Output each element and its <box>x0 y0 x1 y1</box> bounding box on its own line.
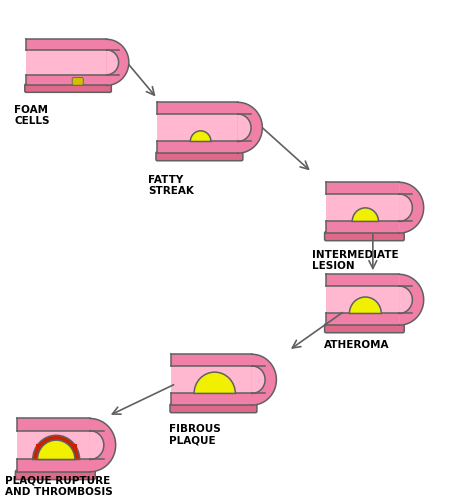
Text: ATHEROMA: ATHEROMA <box>324 339 389 349</box>
Wedge shape <box>352 208 378 222</box>
Wedge shape <box>238 115 251 142</box>
Bar <box>17 459 90 472</box>
Wedge shape <box>33 435 80 459</box>
Text: FIBROUS
PLAQUE: FIBROUS PLAQUE <box>169 423 221 445</box>
Wedge shape <box>90 431 104 459</box>
Bar <box>36 443 77 459</box>
Wedge shape <box>399 287 412 314</box>
Bar <box>17 419 90 431</box>
FancyBboxPatch shape <box>25 85 111 93</box>
Bar <box>172 394 252 405</box>
Bar <box>157 103 238 115</box>
Wedge shape <box>399 194 412 222</box>
Bar <box>157 142 238 154</box>
FancyBboxPatch shape <box>325 324 404 333</box>
Bar <box>17 431 90 459</box>
Wedge shape <box>399 183 424 233</box>
Bar <box>26 40 107 51</box>
Text: FATTY
STREAK: FATTY STREAK <box>148 174 194 196</box>
Wedge shape <box>399 275 424 326</box>
Wedge shape <box>107 51 118 76</box>
Bar <box>326 194 399 222</box>
Bar <box>326 275 399 287</box>
Wedge shape <box>107 40 129 86</box>
Wedge shape <box>349 298 381 314</box>
Bar <box>157 115 238 142</box>
Bar <box>326 183 399 194</box>
Bar <box>26 51 107 76</box>
Wedge shape <box>238 103 262 154</box>
Text: INTERMEDIATE
LESION: INTERMEDIATE LESION <box>312 249 399 271</box>
FancyBboxPatch shape <box>170 404 257 413</box>
Wedge shape <box>37 440 75 459</box>
Wedge shape <box>194 372 235 394</box>
Bar <box>326 222 399 233</box>
Wedge shape <box>252 366 265 394</box>
Wedge shape <box>191 132 211 142</box>
Text: FOAM
CELLS: FOAM CELLS <box>15 104 50 126</box>
FancyBboxPatch shape <box>72 78 83 86</box>
FancyBboxPatch shape <box>16 470 95 479</box>
Text: PLAQUE RUPTURE
AND THROMBOSIS: PLAQUE RUPTURE AND THROMBOSIS <box>5 474 113 496</box>
Bar <box>326 314 399 326</box>
Bar <box>172 366 252 394</box>
Wedge shape <box>90 419 116 472</box>
FancyBboxPatch shape <box>156 152 243 161</box>
Wedge shape <box>252 355 276 405</box>
Bar <box>326 287 399 314</box>
Bar <box>26 76 107 86</box>
FancyBboxPatch shape <box>325 232 404 241</box>
Bar <box>172 355 252 366</box>
